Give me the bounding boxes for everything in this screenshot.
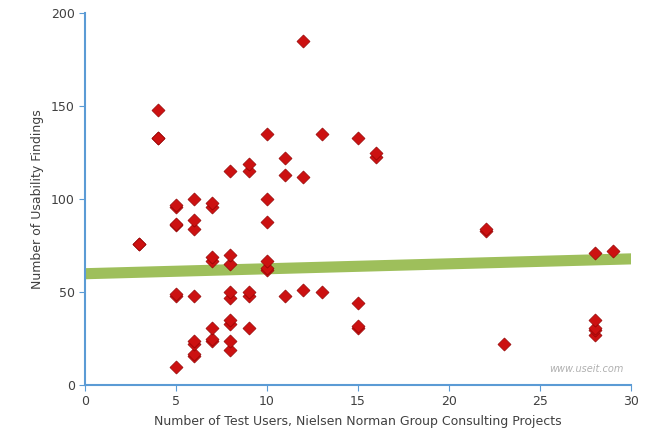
X-axis label: Number of Test Users, Nielsen Norman Group Consulting Projects: Number of Test Users, Nielsen Norman Gro… [154, 415, 562, 428]
Point [243, 160, 254, 168]
Point [353, 324, 363, 331]
Point [171, 291, 181, 298]
Point [243, 289, 254, 296]
Point [207, 257, 217, 264]
Point [590, 317, 600, 324]
Point [262, 131, 272, 138]
Point [480, 228, 491, 235]
Point [152, 134, 163, 142]
Point [189, 216, 199, 224]
Point [134, 241, 145, 248]
Point [189, 337, 199, 344]
Point [298, 173, 309, 181]
Point [171, 293, 181, 300]
Point [189, 352, 199, 359]
Point [262, 196, 272, 203]
Point [171, 201, 181, 208]
Point [171, 220, 181, 227]
Point [134, 241, 145, 248]
Point [298, 287, 309, 294]
Point [207, 254, 217, 261]
Point [262, 267, 272, 274]
Point [225, 346, 236, 353]
Point [171, 222, 181, 229]
Point [353, 134, 363, 142]
Point [207, 337, 217, 344]
Point [189, 350, 199, 357]
Point [316, 131, 327, 138]
Point [189, 196, 199, 203]
Point [225, 317, 236, 324]
Point [225, 289, 236, 296]
Point [262, 257, 272, 264]
Point [171, 203, 181, 211]
Point [480, 225, 491, 233]
Point [152, 107, 163, 114]
Point [207, 199, 217, 207]
Point [207, 203, 217, 211]
Point [590, 326, 600, 333]
Point [243, 324, 254, 331]
Text: www.useit.com: www.useit.com [549, 364, 623, 374]
Point [189, 293, 199, 300]
Point [499, 341, 509, 348]
Point [371, 149, 381, 156]
Point [225, 337, 236, 344]
Point [207, 324, 217, 331]
Point [590, 324, 600, 331]
Point [608, 248, 618, 255]
Point [590, 250, 600, 257]
Point [225, 320, 236, 327]
Point [189, 225, 199, 233]
Y-axis label: Number of Usability Findings: Number of Usability Findings [31, 109, 44, 289]
Point [225, 261, 236, 268]
Point [152, 134, 163, 142]
Point [280, 155, 290, 162]
Point [171, 363, 181, 370]
Point [353, 322, 363, 329]
Point [316, 289, 327, 296]
Point [298, 38, 309, 45]
Point [243, 293, 254, 300]
Point [189, 341, 199, 348]
Point [207, 335, 217, 342]
Point [353, 300, 363, 307]
Point [590, 332, 600, 339]
Point [225, 251, 236, 258]
Point [371, 153, 381, 160]
Point [225, 294, 236, 302]
Point [280, 172, 290, 179]
Point [243, 168, 254, 175]
Point [280, 293, 290, 300]
Point [225, 168, 236, 175]
Point [262, 265, 272, 272]
Point [262, 218, 272, 225]
